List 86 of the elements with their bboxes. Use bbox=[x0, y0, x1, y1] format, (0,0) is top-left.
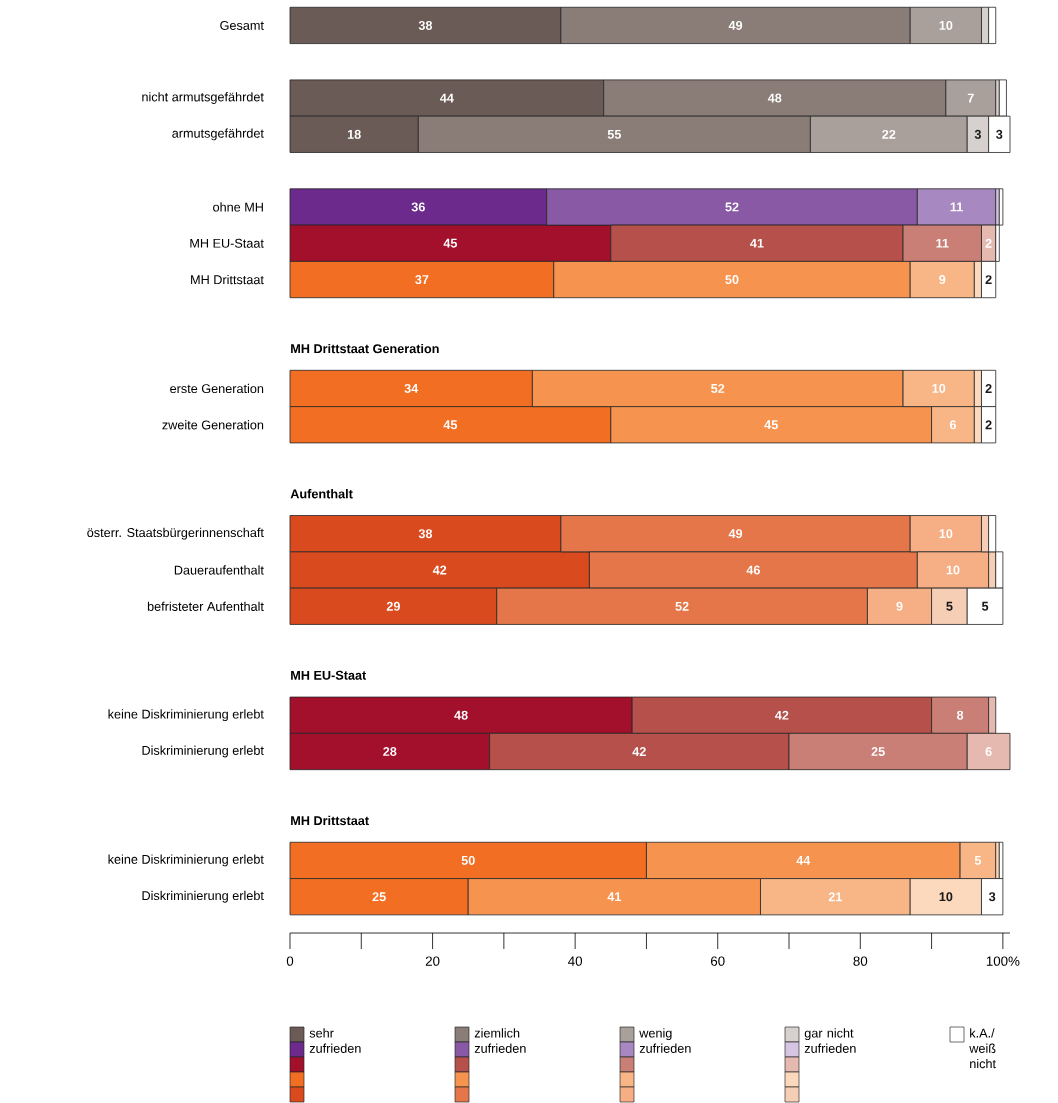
data-label: 10 bbox=[939, 529, 953, 539]
legend-label: gar nicht zufrieden bbox=[804, 1028, 856, 1053]
data-label: 50 bbox=[461, 855, 475, 865]
data-label: 49 bbox=[728, 529, 743, 539]
legend-label: k.A./ weiß nicht bbox=[969, 1028, 996, 1069]
y-tick-label: armutsgefährdet bbox=[172, 128, 264, 141]
data-label: 3 bbox=[988, 892, 996, 902]
y-tick-label: Gesamt bbox=[220, 20, 264, 30]
y-tick-label: zweite Generation bbox=[162, 420, 264, 430]
data-label: 45 bbox=[764, 420, 778, 430]
y-tick-label: keine Diskriminierung erlebt bbox=[108, 709, 264, 722]
y-tick-label: ohne MH bbox=[213, 202, 263, 212]
data-label: 8 bbox=[956, 710, 964, 720]
annotation: MH Drittstaat bbox=[291, 815, 369, 826]
data-label: 9 bbox=[939, 275, 946, 285]
y-tick-label: österr. Staatsbürgerinnenschaft bbox=[87, 527, 264, 540]
data-label: 41 bbox=[750, 238, 764, 248]
y-tick-label: nicht armutsgefährdet bbox=[142, 92, 264, 104]
data-label: 28 bbox=[383, 747, 397, 756]
data-label: 2 bbox=[985, 238, 992, 248]
x-tick-label: 20 bbox=[425, 956, 440, 966]
data-label: 29 bbox=[386, 601, 400, 611]
data-label: 2 bbox=[985, 275, 992, 284]
data-label: 45 bbox=[443, 238, 458, 248]
data-label: 50 bbox=[725, 275, 739, 285]
x-tick-label: 0 bbox=[286, 956, 294, 966]
data-label: 2 bbox=[985, 384, 992, 393]
data-label: 44 bbox=[796, 856, 811, 865]
x-tick-label: 100% bbox=[986, 956, 1020, 966]
x-tick-label: 80 bbox=[853, 956, 868, 966]
data-label: 3 bbox=[974, 129, 981, 139]
y-tick-label: befristeter Aufenthalt bbox=[147, 601, 264, 611]
legend-label: wenig zufrieden bbox=[639, 1028, 691, 1053]
data-label: 7 bbox=[967, 93, 974, 103]
data-label: 37 bbox=[415, 275, 429, 285]
data-label: 6 bbox=[985, 747, 992, 756]
data-label: 41 bbox=[607, 892, 622, 902]
data-label: 10 bbox=[939, 20, 953, 30]
y-tick-label: keine Diskriminierung erlebt bbox=[108, 854, 264, 867]
data-label: 52 bbox=[711, 383, 725, 393]
data-label: 18 bbox=[347, 129, 361, 139]
data-label: 10 bbox=[946, 565, 960, 575]
x-tick-label: 60 bbox=[710, 956, 725, 966]
data-label: 38 bbox=[418, 20, 433, 30]
data-label: 46 bbox=[746, 565, 760, 575]
data-label: 22 bbox=[882, 129, 896, 139]
data-label: 48 bbox=[454, 710, 468, 720]
annotation: MH EU-Staat bbox=[291, 670, 367, 680]
data-label: 21 bbox=[828, 892, 843, 902]
y-tick-label: Diskriminierung erlebt bbox=[142, 890, 264, 903]
data-label: 45 bbox=[443, 420, 458, 430]
data-label: 49 bbox=[728, 20, 743, 30]
y-tick-label: Diskriminierung erlebt bbox=[142, 745, 264, 758]
data-label: 36 bbox=[411, 202, 425, 212]
x-tick-label: 40 bbox=[568, 956, 583, 966]
data-label: 42 bbox=[632, 747, 646, 756]
y-tick-label: MH Drittstaat bbox=[191, 274, 264, 285]
y-tick-label: MH EU-Staat bbox=[190, 238, 264, 248]
data-label: 5 bbox=[981, 601, 989, 611]
data-label: 2 bbox=[985, 420, 992, 430]
data-label: 5 bbox=[946, 601, 953, 611]
data-label: 52 bbox=[725, 202, 739, 212]
data-label: 44 bbox=[439, 93, 454, 103]
data-label: 34 bbox=[404, 383, 419, 393]
data-label: 11 bbox=[936, 238, 949, 248]
data-label: 5 bbox=[974, 855, 982, 865]
legend-label: ziemlich zufrieden bbox=[474, 1028, 526, 1053]
data-label: 25 bbox=[871, 747, 885, 756]
data-label: 6 bbox=[949, 420, 957, 430]
annotation: Aufenthalt bbox=[290, 489, 353, 499]
data-label: 42 bbox=[432, 565, 447, 575]
data-label: 11 bbox=[950, 202, 963, 212]
y-tick-label: erste Generation bbox=[170, 383, 264, 394]
data-label: 9 bbox=[896, 601, 903, 611]
data-label: 10 bbox=[932, 383, 946, 393]
data-label: 10 bbox=[939, 892, 953, 902]
data-label: 42 bbox=[775, 710, 789, 720]
data-label: 38 bbox=[418, 529, 433, 539]
data-label: 3 bbox=[996, 129, 1003, 139]
annotation: MH Drittstaat Generation bbox=[291, 343, 439, 354]
legend-label: sehr zufrieden bbox=[309, 1028, 361, 1053]
data-label: 52 bbox=[675, 601, 689, 611]
data-label: 48 bbox=[767, 93, 782, 103]
data-label: 25 bbox=[372, 892, 386, 902]
data-label: 55 bbox=[607, 129, 622, 139]
y-tick-label: Daueraufenthalt bbox=[174, 565, 264, 575]
